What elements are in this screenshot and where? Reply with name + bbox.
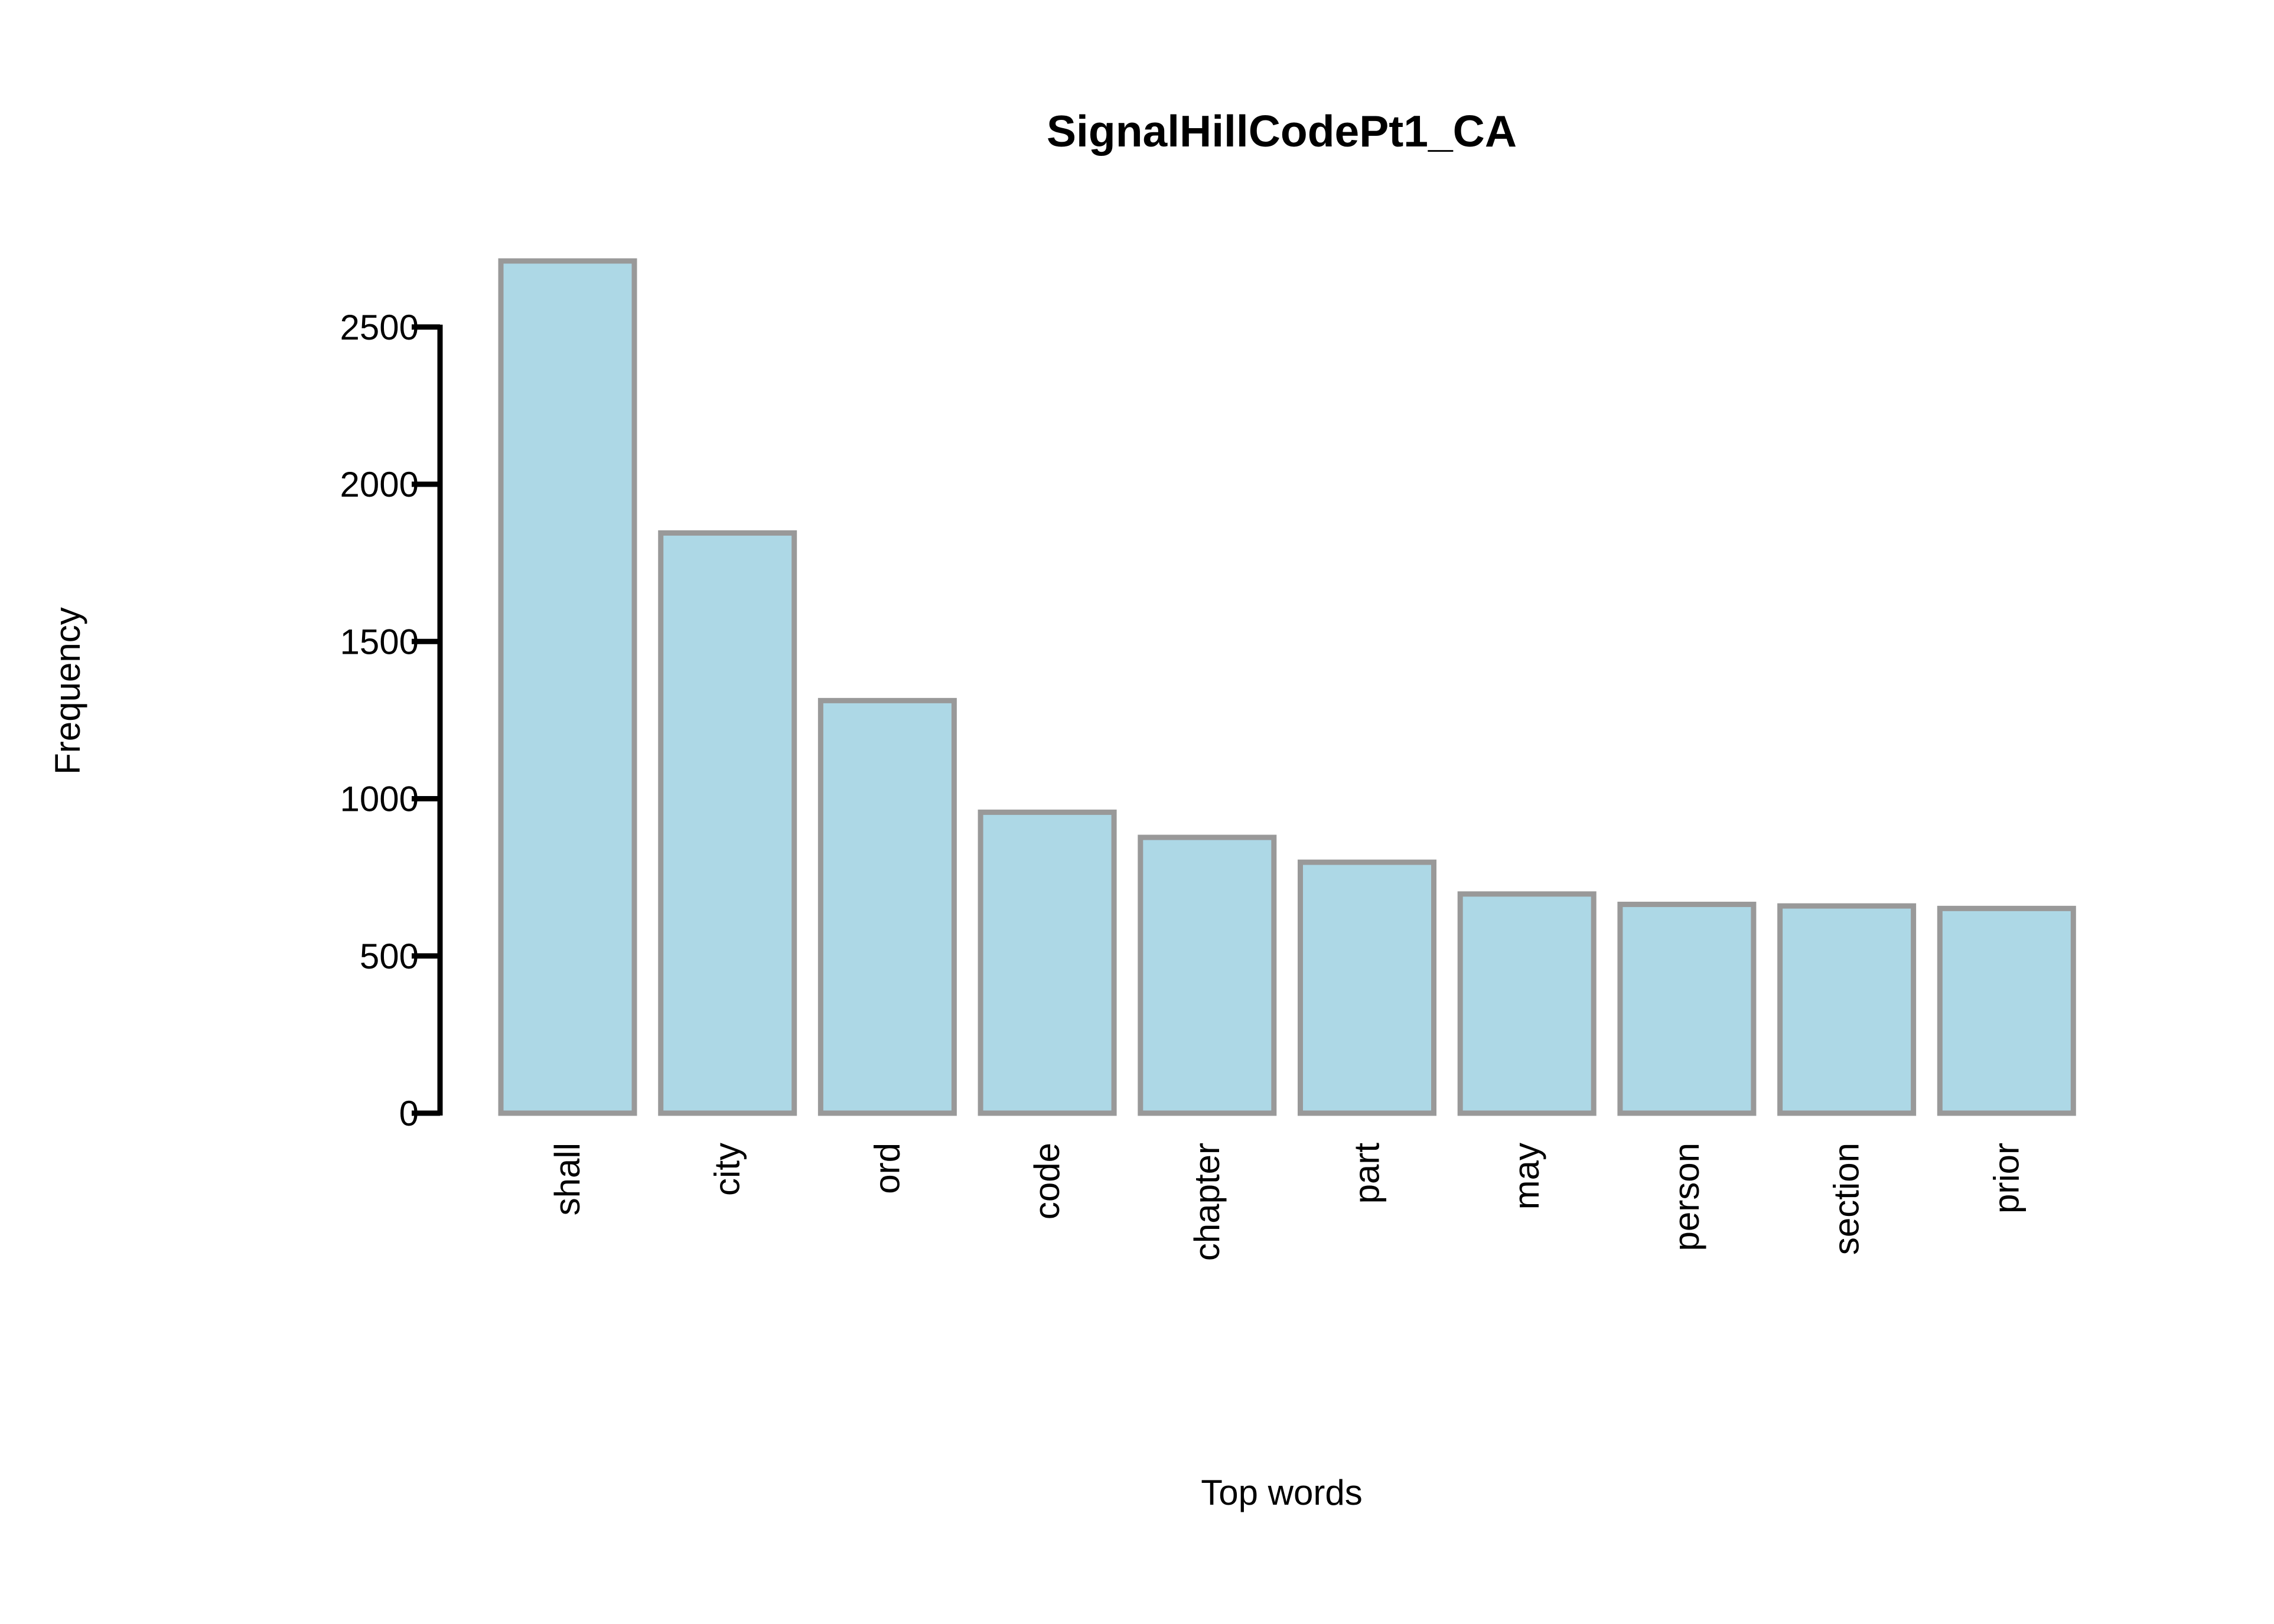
bar-prior [1937, 905, 2076, 1116]
y-tick-label: 1000 [340, 780, 419, 819]
y-tick-label: 500 [360, 937, 419, 976]
bar-ord [817, 697, 957, 1116]
x-tick-label: section [1827, 1143, 1866, 1255]
y-tick-label: 2000 [340, 465, 419, 504]
x-tick-label: city [708, 1143, 747, 1196]
x-tick-label: prior [1986, 1143, 2026, 1214]
x-tick-label: part [1347, 1143, 1387, 1204]
bar-part [1298, 859, 1436, 1116]
category-labels: shall city ord code chapter part may person sect… [548, 1143, 2026, 1261]
x-tick-label: chapter [1187, 1143, 1227, 1261]
bars [498, 258, 2076, 1116]
bar-person [1617, 901, 1757, 1116]
y-tick-label: 0 [399, 1094, 419, 1133]
x-tick-label: ord [867, 1143, 907, 1194]
bar-section [1777, 903, 1917, 1116]
x-tick-label: person [1667, 1143, 1706, 1251]
x-tick-label: code [1027, 1143, 1067, 1219]
bar-may [1457, 891, 1597, 1116]
x-tick-label: may [1507, 1143, 1546, 1209]
chart-title: SignalHillCodePt1_CA [1047, 106, 1517, 156]
bar-code [978, 809, 1117, 1116]
x-tick-label: shall [548, 1143, 587, 1215]
bar-shall [498, 258, 637, 1116]
bar-chapter [1138, 834, 1277, 1116]
y-axis-label: Frequency [48, 607, 87, 774]
y-axis: 0 500 1000 1500 2000 2500 [340, 308, 443, 1133]
x-axis-label: Top words [1201, 1473, 1362, 1512]
y-tick-label: 2500 [340, 308, 419, 347]
y-tick-label: 1500 [340, 622, 419, 661]
bar-city [658, 530, 797, 1116]
